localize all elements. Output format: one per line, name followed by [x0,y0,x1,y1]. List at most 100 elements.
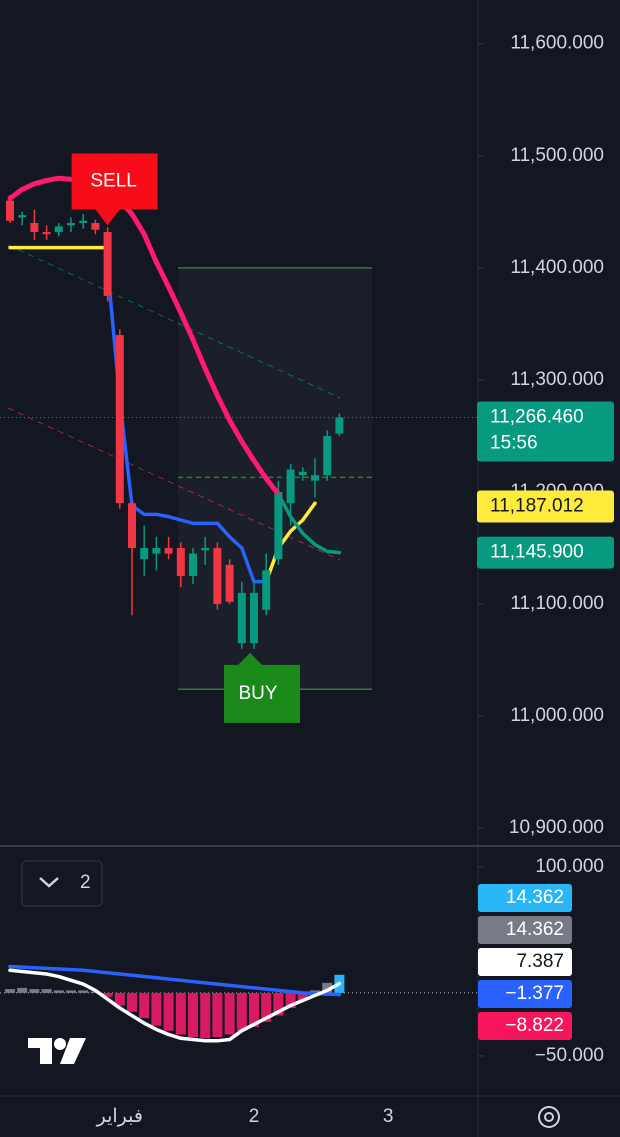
histogram-bar [5,989,15,993]
candle-body [42,231,51,235]
histogram-bar [224,992,235,1035]
candle-body [274,491,283,560]
histogram-bar [285,992,296,1009]
value-badge-label: 14.362 [506,919,564,940]
histogram-bar [163,992,174,1031]
indicator-line [8,968,342,1043]
candle-body [140,548,149,560]
indicator-line [7,175,281,497]
histogram-bar [188,992,198,1038]
histogram-bar [17,987,28,993]
indicator-line [8,245,317,584]
candle-body [213,548,222,605]
value-badge-label: 14.362 [506,887,564,908]
histogram-bar [200,992,211,1039]
countdown-label: 15:56 [490,433,538,454]
y-tick-label: −50.000 [535,1045,604,1066]
price-label: 11,187.012 [490,496,584,517]
candle-body [152,548,161,554]
histogram-bar [139,992,150,1019]
value-badge [478,1012,572,1040]
candle-body [262,570,271,610]
chevron-icon [39,877,59,888]
price-label: 11,145.900 [490,542,584,563]
candle-body [164,548,173,554]
y-tick-label: 11,300.000 [510,369,604,390]
value-badge-label: 7.387 [516,951,564,972]
candle-body [79,220,88,224]
signal-label: BUY [238,683,277,704]
x-tick-label: فبراير [96,1106,143,1127]
histogram-bar [78,990,89,993]
value-badge-label: −8.822 [505,1015,564,1036]
value-badge [478,884,572,912]
y-tick-label: 11,400.000 [510,257,604,278]
price-label-box [477,401,614,462]
candle-body [250,592,258,644]
y-tick-label: 11,100.000 [510,593,604,614]
candle-body [323,435,332,476]
price-label-box [477,536,614,569]
histogram-bar [261,992,272,1022]
candle-body [176,548,185,577]
candle-body [298,471,307,476]
candle-body [237,592,246,644]
candle-body [286,469,295,504]
value-badge [478,980,572,1008]
candle-body [311,475,319,481]
signal-marker: SELL [71,153,158,226]
candle-body [115,335,124,504]
candle-body [103,231,112,296]
histogram-bar [151,992,162,1026]
candle-body [67,223,75,226]
candle-body [91,223,100,230]
candle-body [201,548,210,551]
trend-line [7,407,341,561]
candle-body [6,200,14,221]
indicator-line [276,492,342,555]
candle-body [30,223,39,232]
histogram-bar [212,992,223,1038]
pane-selector[interactable] [21,860,103,907]
histogram-bar [41,989,52,993]
signal-box [224,652,300,723]
signal-marker: BUY [224,652,300,723]
candle-body [225,564,234,602]
y-tick-label: 11,600.000 [510,33,604,54]
price-label: 11,266.460 [490,407,584,428]
y-tick-label: 100.000 [535,856,604,877]
candle-body [18,215,27,218]
histogram-bar [236,992,247,1031]
settings-icon[interactable] [538,1106,560,1128]
histogram-bar [175,992,186,1035]
candle-body [54,226,63,232]
logo [28,1038,86,1064]
position-zone [178,268,372,689]
candle-body [128,503,136,549]
signal-label: SELL [90,171,136,192]
histogram-bar [322,982,333,993]
signal-box [71,153,158,226]
histogram-bar [66,990,76,993]
y-tick-label: 10,900.000 [509,817,604,838]
x-tick-label: 2 [249,1106,260,1127]
histogram-bar [310,990,320,993]
histogram-bar [249,992,259,1027]
indicator-line [8,964,342,997]
value-badge [478,948,572,976]
x-tick-label: 3 [383,1106,394,1127]
y-tick-label: 11,000.000 [510,705,604,726]
candle-body [335,417,344,434]
y-tick-label: 11,500.000 [510,145,604,166]
histogram-bar [53,990,64,993]
histogram-bar [273,992,284,1016]
histogram-bar [29,989,40,993]
value-badge [478,916,572,944]
histogram-bar [114,992,125,1006]
selector-value: 2 [80,872,91,893]
histogram-bar [102,992,113,997]
histogram-bar [127,992,137,1012]
value-badge-label: −1.377 [505,983,564,1004]
price-label-box [477,490,614,523]
